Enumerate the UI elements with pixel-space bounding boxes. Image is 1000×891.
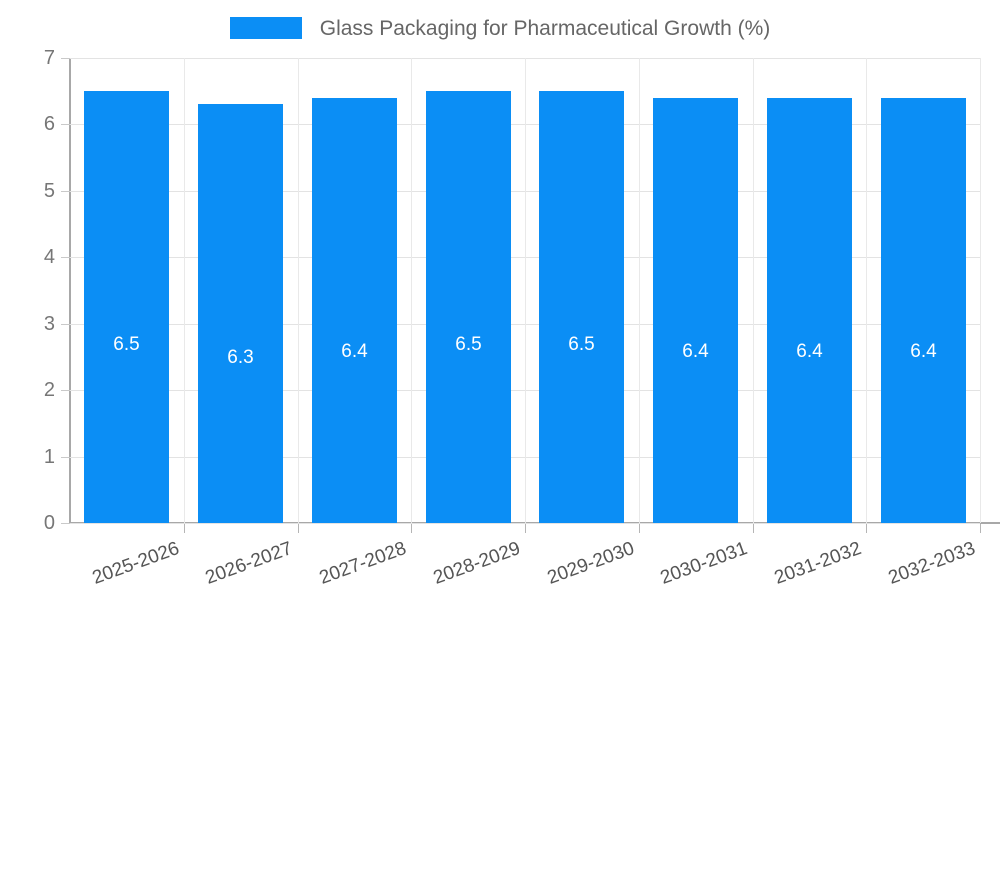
x-axis-tick-mark [866, 524, 867, 533]
y-axis-tick-label: 5 [43, 179, 55, 202]
bar[interactable]: 6.4 [653, 98, 738, 523]
x-axis-tick-mark [411, 524, 412, 533]
x-axis-tick-mark [980, 524, 981, 533]
bar[interactable]: 6.5 [539, 91, 624, 523]
gridline-vertical [639, 58, 640, 523]
bar[interactable]: 6.4 [767, 98, 852, 523]
bar-value-label: 6.4 [682, 341, 709, 362]
y-axis-tick-label: 2 [43, 379, 55, 402]
gridline-vertical [411, 58, 412, 523]
bar-value-label: 6.3 [227, 347, 254, 368]
bar-value-label: 6.4 [796, 341, 823, 362]
bar[interactable]: 6.3 [198, 104, 283, 523]
x-axis-tick-mark [184, 524, 185, 533]
gridline-horizontal [70, 523, 980, 524]
bar[interactable]: 6.4 [881, 98, 966, 523]
gridline-vertical [298, 58, 299, 523]
y-axis-tick-label: 1 [43, 445, 55, 468]
x-axis-tick-mark [525, 524, 526, 533]
bar-chart: Glass Packaging for Pharmaceutical Growt… [0, 0, 1000, 600]
y-axis-tick-mark [61, 523, 70, 524]
y-axis-tick-label: 4 [43, 246, 55, 269]
bar[interactable]: 6.5 [426, 91, 511, 523]
bar-value-label: 6.5 [113, 334, 140, 355]
gridline-vertical [184, 58, 185, 523]
y-axis-tick-label: 0 [43, 512, 55, 534]
y-axis-tick-mark [61, 324, 70, 325]
legend-entry[interactable]: Glass Packaging for Pharmaceutical Growt… [229, 16, 771, 40]
y-axis-tick-mark [61, 257, 70, 258]
bar-value-label: 6.5 [455, 334, 482, 355]
bar-value-label: 6.5 [568, 334, 595, 355]
y-axis-tick-mark [61, 58, 70, 59]
y-axis-tick-label: 3 [43, 312, 55, 335]
chart-legend: Glass Packaging for Pharmaceutical Growt… [0, 10, 1000, 46]
legend-label: Glass Packaging for Pharmaceutical Growt… [319, 16, 771, 40]
y-axis-tick-label: 6 [43, 113, 55, 136]
y-axis-tick-labels: 0 1 2 3 4 5 6 7 [0, 0, 55, 600]
y-axis-tick-mark [61, 390, 70, 391]
legend-color-swatch [229, 17, 302, 39]
x-axis-tick-mark [753, 524, 754, 533]
y-axis-line [69, 58, 71, 524]
bar-value-label: 6.4 [341, 341, 368, 362]
gridline-vertical [866, 58, 867, 523]
y-axis-tick-label: 7 [43, 47, 55, 69]
x-axis-tick-mark [639, 524, 640, 533]
gridline-vertical [980, 58, 981, 523]
plot-area: 6.5 6.3 6.4 6.5 6.5 6.4 6.4 6.4 [70, 58, 981, 524]
y-axis-tick-mark [61, 124, 70, 125]
gridline-vertical [525, 58, 526, 523]
x-axis-tick-mark [298, 524, 299, 533]
y-axis-tick-mark [61, 191, 70, 192]
bar-value-label: 6.4 [910, 341, 937, 362]
bar[interactable]: 6.4 [312, 98, 397, 523]
bar[interactable]: 6.5 [84, 91, 169, 523]
y-axis-tick-mark [61, 457, 70, 458]
gridline-vertical [753, 58, 754, 523]
